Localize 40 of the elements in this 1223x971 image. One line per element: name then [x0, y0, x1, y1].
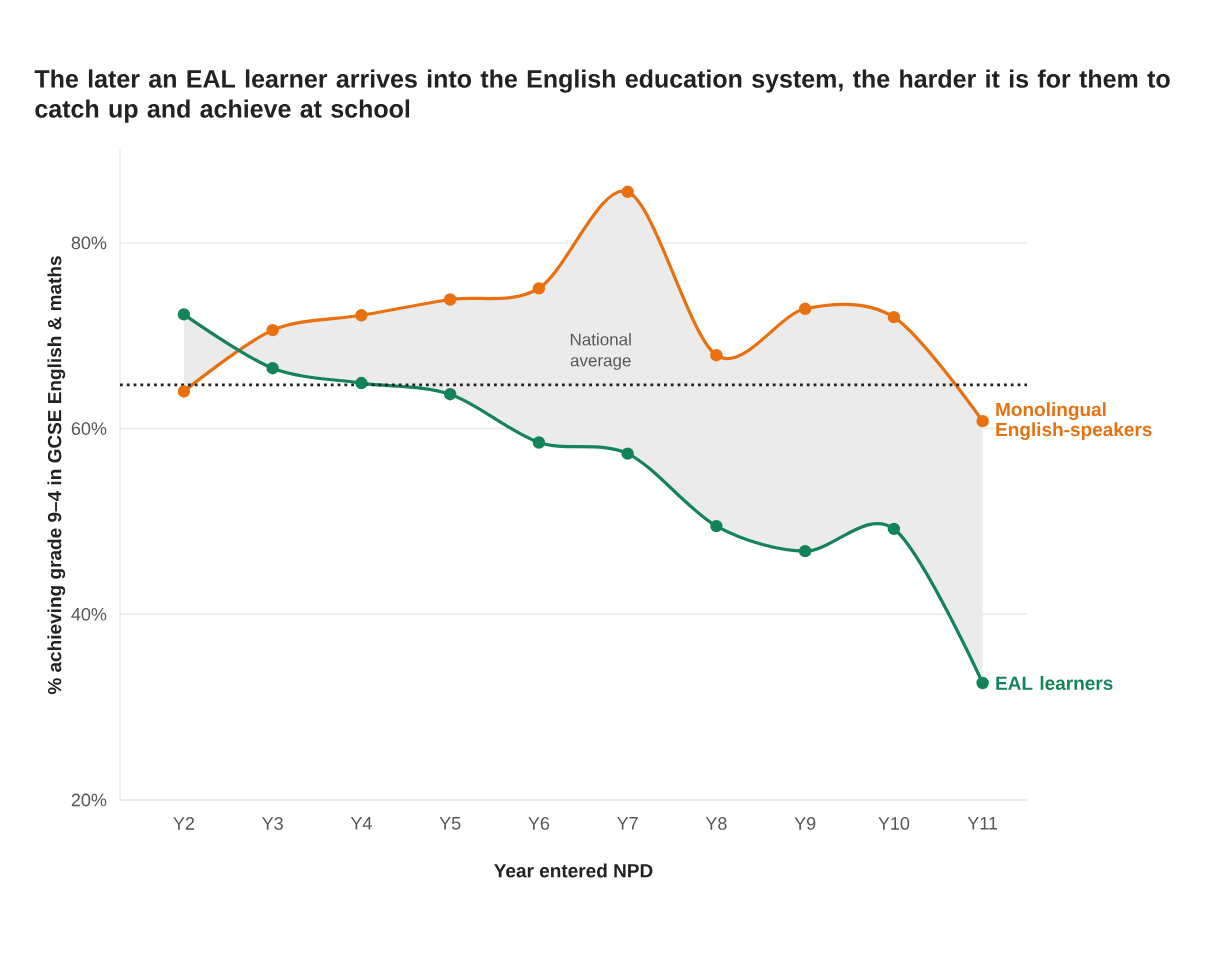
point [976, 414, 989, 428]
point [177, 385, 191, 398]
x-tick-label: Y5 [439, 817, 461, 830]
point [621, 447, 634, 460]
point [798, 302, 812, 315]
point [621, 185, 634, 198]
series-label: Monolingual English-speakers [996, 402, 1152, 441]
x-tick-label: Y8 [705, 817, 727, 830]
x-tick-label: Y9 [794, 817, 816, 830]
x-tick-label: Y2 [173, 817, 194, 830]
y-tick-label: 40% [71, 607, 107, 621]
y-tick-label: 80% [71, 236, 107, 250]
point [355, 376, 368, 390]
ref-line-label: National average [570, 333, 631, 370]
point [443, 388, 457, 401]
point [710, 519, 723, 533]
x-tick-label: Y11 [967, 817, 998, 830]
point [177, 308, 191, 321]
point [798, 544, 812, 558]
x-tick-label: Y3 [262, 817, 283, 830]
x-axis-title: Year entered NPD [494, 863, 653, 878]
y-tick-label: 20% [71, 793, 107, 807]
x-tick-label: Y10 [878, 817, 910, 830]
y-axis-title: % achieving grade 9–4 in GCSE English & maths [47, 256, 66, 695]
point [443, 293, 457, 306]
x-tick-label: Y6 [528, 817, 550, 830]
point [355, 309, 368, 322]
point [266, 323, 279, 337]
chart-title: The later an EAL learner arrives into the English education system, the harder it is for them to catch up and achieve at school [34, 69, 1170, 123]
point [887, 522, 901, 536]
x-tick-label: Y4 [350, 817, 372, 830]
point [887, 310, 901, 324]
point [710, 349, 723, 362]
point [532, 282, 546, 295]
y-tick-label: 60% [71, 422, 107, 435]
point [532, 436, 546, 449]
point [266, 362, 279, 375]
x-tick-label: Y7 [617, 817, 638, 830]
point [976, 676, 989, 690]
series-label: EAL learners [996, 676, 1113, 690]
